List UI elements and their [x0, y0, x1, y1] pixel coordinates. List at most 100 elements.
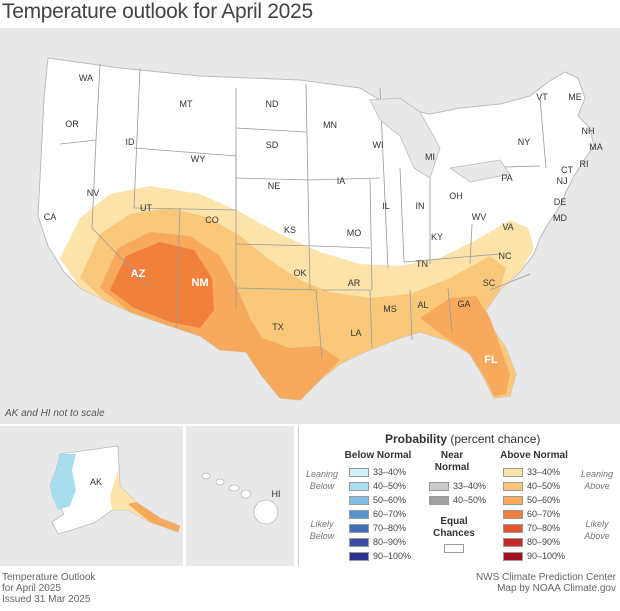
state-label-mn: MN [323, 120, 337, 130]
state-label-vt: VT [536, 92, 548, 102]
legend-near-head-2: Normal [434, 462, 470, 473]
legend-above-row: 50–60% [503, 494, 560, 506]
state-label-in: IN [415, 201, 425, 211]
conus-map: WA OR CA NV ID MT WY UT AZ CO NM ND SD N… [0, 28, 620, 448]
state-label-va: VA [502, 222, 514, 232]
legend-below-label: 70–80% [373, 523, 407, 533]
state-label-ma: MA [589, 142, 603, 152]
legend-leaning-below-2: Below [309, 481, 335, 491]
legend-title-rest: (percent chance) [447, 432, 541, 446]
state-label-or: OR [65, 119, 79, 129]
state-label-ak: AK [89, 477, 103, 487]
legend-below-label: 90–100% [373, 551, 412, 561]
footer-right-1: NWS Climate Prediction Center [475, 572, 616, 583]
state-label-fl: FL [484, 354, 498, 366]
legend-below-row: 40–50% [349, 480, 406, 492]
great-lakes [369, 97, 511, 183]
legend-leaning-below-1: Leaning [305, 469, 339, 479]
state-label-tn: TN [416, 259, 428, 269]
legend-above-row: 80–90% [503, 536, 560, 548]
state-label-ga: GA [457, 299, 471, 309]
legend-above-row: 60–70% [503, 508, 560, 520]
legend-above-row: 90–100% [503, 550, 565, 562]
state-label-pa: PA [501, 173, 513, 183]
state-label-md: MD [553, 213, 567, 223]
legend-equal-chances-swatch [444, 544, 464, 553]
footer-right-2: Map by NOAA Climate.gov [497, 583, 616, 594]
legend-near-swatch [429, 495, 449, 505]
legend-equal-chances-head: Equal Chances [429, 516, 479, 540]
alaska-inset-svg [49, 445, 181, 535]
legend-below-label: 50–60% [373, 495, 407, 505]
footer-left-2: for April 2025 [2, 583, 61, 594]
legend-above-swatch [503, 537, 523, 547]
legend-below-row: 80–90% [349, 536, 406, 548]
state-label-ms: MS [383, 304, 397, 314]
footer-left: Temperature Outlook for April 2025 Issue… [2, 572, 95, 605]
legend-above-label: 80–90% [527, 537, 561, 547]
legend-below-label: 80–90% [373, 537, 407, 547]
legend-near-head: Near Normal [425, 450, 479, 474]
alaska-inset: AK [0, 426, 183, 566]
state-label-mi: MI [425, 152, 435, 162]
hawaii-islands [201, 472, 279, 525]
legend-near-label: 33–40% [453, 481, 487, 491]
state-label-co: CO [205, 215, 219, 225]
state-label-ks: KS [283, 225, 297, 235]
footer-left-3: Issued 31 Mar 2025 [2, 594, 91, 605]
legend-above-swatch [503, 495, 523, 505]
state-label-nh: NH [581, 126, 595, 136]
state-label-nd: ND [265, 99, 279, 109]
state-label-wi: WI [372, 140, 384, 150]
state-label-ny: NY [517, 137, 531, 147]
legend-above-swatch [503, 509, 523, 519]
legend-below-swatch [349, 495, 369, 505]
state-label-nv: NV [86, 188, 100, 198]
legend-below-row: 90–100% [349, 550, 411, 562]
legend-leaning-above-1: Leaning [580, 469, 614, 479]
state-label-ar: AR [347, 278, 361, 288]
legend-above-swatch [503, 523, 523, 533]
legend-above-swatch [503, 481, 523, 491]
legend-above-label: 50–60% [527, 495, 561, 505]
band-above-60-70 [110, 242, 214, 328]
legend-equal-2: Chances [433, 528, 475, 539]
legend-above-row: 70–80% [503, 522, 560, 534]
legend-near-label: 40–50% [453, 495, 487, 505]
state-label-id: ID [125, 137, 135, 147]
state-label-ri: RI [579, 159, 589, 169]
legend-below-swatch [349, 523, 369, 533]
legend-leaning-above: Leaning Above [575, 468, 619, 492]
legend-below-label: 60–70% [373, 509, 407, 519]
probability-legend: Probability (percent chance) Below Norma… [298, 426, 620, 566]
band-above-50-60-southeast [420, 296, 510, 396]
footer-right: NWS Climate Prediction Center Map by NOA… [476, 572, 616, 594]
state-label-ok: OK [293, 268, 307, 278]
state-label-mo: MO [346, 228, 362, 238]
legend-near-swatch [429, 481, 449, 491]
legend-leaning-above-2: Above [584, 481, 610, 491]
legend-above-head: Above Normal [500, 450, 568, 461]
state-label-ut: UT [140, 203, 152, 213]
conus-map-svg [37, 57, 595, 401]
legend-likely-above-1: Likely [585, 519, 609, 529]
alaska-below-band [50, 454, 76, 510]
legend-above-label: 90–100% [527, 551, 566, 561]
legend-above-label: 33–40% [527, 467, 561, 477]
state-label-wv: WV [471, 212, 487, 222]
legend-leaning-below: Leaning Below [303, 468, 341, 492]
legend-likely-above-2: Above [584, 531, 610, 541]
state-label-ky: KY [430, 232, 444, 242]
legend-above-row: 33–40% [503, 466, 560, 478]
legend-below-row: 33–40% [349, 466, 406, 478]
legend-near-head-1: Near [440, 450, 464, 461]
state-label-nc: NC [498, 251, 512, 261]
legend-likely-below-1: Likely [310, 519, 334, 529]
page-title: Temperature outlook for April 2025 [2, 0, 313, 23]
state-label-sd: SD [265, 140, 279, 150]
state-label-al: AL [417, 300, 429, 310]
legend-above-label: 60–70% [527, 509, 561, 519]
state-label-wy: WY [190, 154, 206, 164]
state-label-nm: NM [191, 277, 209, 289]
state-label-de: DE [553, 197, 567, 207]
